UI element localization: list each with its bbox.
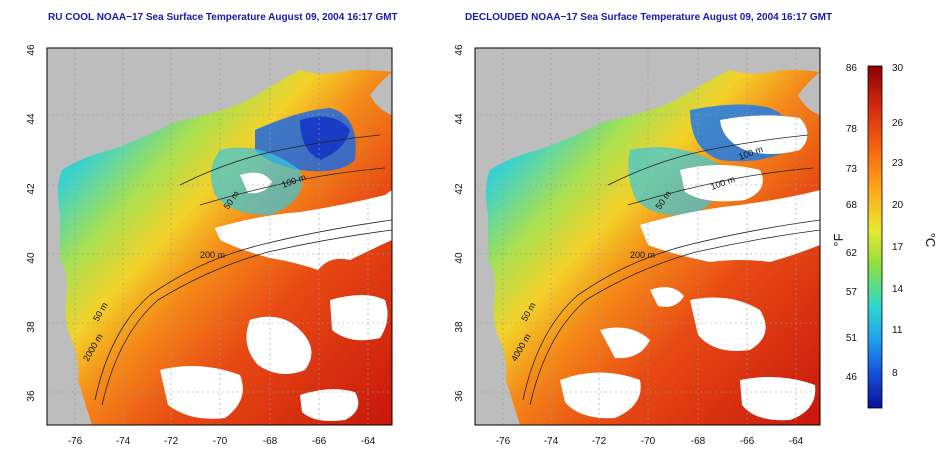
temperature-colorbar: 86 78 73 68 62 57 51 46 30 26 23 20 17 1… bbox=[831, 63, 938, 409]
lat-tick-label: 42 bbox=[454, 183, 465, 195]
fahrenheit-tick-label: 46 bbox=[846, 372, 858, 383]
lon-tick-label: -64 bbox=[361, 436, 376, 447]
celsius-axis-label: °C bbox=[923, 233, 938, 248]
lat-tick-label: 42 bbox=[26, 183, 37, 195]
lat-tick-label: 40 bbox=[454, 252, 465, 264]
lat-tick-label: 36 bbox=[26, 390, 37, 402]
lon-tick-label: -72 bbox=[592, 436, 607, 447]
celsius-tick-label: 23 bbox=[892, 158, 904, 169]
fahrenheit-tick-label: 78 bbox=[846, 124, 858, 135]
celsius-tick-label: 20 bbox=[892, 200, 904, 211]
celsius-tick-label: 17 bbox=[892, 242, 904, 253]
fahrenheit-tick-label: 73 bbox=[846, 164, 858, 175]
lat-tick-labels: 46 44 42 40 38 36 bbox=[454, 44, 465, 402]
fahrenheit-tick-label: 68 bbox=[846, 200, 858, 211]
lat-tick-label: 38 bbox=[26, 321, 37, 333]
land-mask bbox=[47, 48, 392, 425]
contour-label: 200 m bbox=[200, 250, 225, 260]
land-mask bbox=[475, 48, 820, 425]
celsius-ticks: 30 26 23 20 17 14 11 8 bbox=[892, 63, 904, 379]
lon-tick-label: -64 bbox=[789, 436, 804, 447]
fahrenheit-tick-label: 62 bbox=[846, 248, 858, 259]
lon-tick-label: -74 bbox=[544, 436, 559, 447]
lon-tick-label: -66 bbox=[312, 436, 327, 447]
fahrenheit-tick-label: 57 bbox=[846, 287, 858, 298]
lat-tick-label: 46 bbox=[454, 44, 465, 56]
lon-tick-label: -70 bbox=[641, 436, 656, 447]
contour-label: 200 m bbox=[630, 250, 655, 260]
bathymetry-contours bbox=[522, 134, 821, 406]
right-map-title: DECLOUDED NOAA−17 Sea Surface Temperatur… bbox=[465, 12, 833, 23]
lon-tick-label: -70 bbox=[213, 436, 228, 447]
lon-tick-labels: -76 -74 -72 -70 -68 -66 -64 bbox=[496, 436, 804, 447]
lon-tick-label: -68 bbox=[691, 436, 706, 447]
right-map-panel: 100 m 50 m 100 m 200 m 50 m 4000 m -76 -… bbox=[454, 44, 821, 447]
fahrenheit-tick-label: 86 bbox=[846, 63, 858, 74]
celsius-tick-label: 11 bbox=[892, 325, 903, 336]
lon-tick-label: -76 bbox=[68, 436, 83, 447]
fahrenheit-ticks: 86 78 73 68 62 57 51 46 bbox=[846, 63, 858, 383]
lon-tick-label: -68 bbox=[263, 436, 278, 447]
lat-tick-label: 44 bbox=[26, 113, 37, 125]
left-map-title: RU COOL NOAA−17 Sea Surface Temperature … bbox=[48, 12, 398, 23]
lat-tick-label: 46 bbox=[26, 44, 37, 56]
colorbar-ramp bbox=[867, 65, 883, 409]
celsius-tick-label: 30 bbox=[892, 63, 904, 74]
lat-tick-labels: 46 44 42 40 38 36 bbox=[26, 44, 37, 402]
celsius-tick-label: 8 bbox=[892, 368, 898, 379]
lat-tick-label: 38 bbox=[454, 321, 465, 333]
left-map-panel: 50 m 100 m 200 m 50 m 2000 m -76 -74 -72… bbox=[26, 44, 393, 447]
cloud-mask bbox=[560, 115, 820, 421]
map-frame bbox=[474, 47, 821, 426]
lat-tick-label: 44 bbox=[454, 113, 465, 125]
bathymetry-contours bbox=[94, 134, 393, 406]
celsius-tick-label: 26 bbox=[892, 118, 904, 129]
fahrenheit-axis-label: °F bbox=[831, 233, 846, 246]
lon-tick-label: -72 bbox=[164, 436, 179, 447]
cloud-mask bbox=[160, 172, 392, 421]
lon-tick-label: -76 bbox=[496, 436, 511, 447]
lon-tick-label: -66 bbox=[740, 436, 755, 447]
celsius-tick-label: 14 bbox=[892, 284, 904, 295]
lon-tick-label: -74 bbox=[116, 436, 131, 447]
map-frame bbox=[46, 47, 393, 426]
lat-tick-label: 36 bbox=[454, 390, 465, 402]
lon-tick-labels: -76 -74 -72 -70 -68 -66 -64 bbox=[68, 436, 376, 447]
fahrenheit-tick-label: 51 bbox=[846, 333, 858, 344]
lat-tick-label: 40 bbox=[26, 252, 37, 264]
